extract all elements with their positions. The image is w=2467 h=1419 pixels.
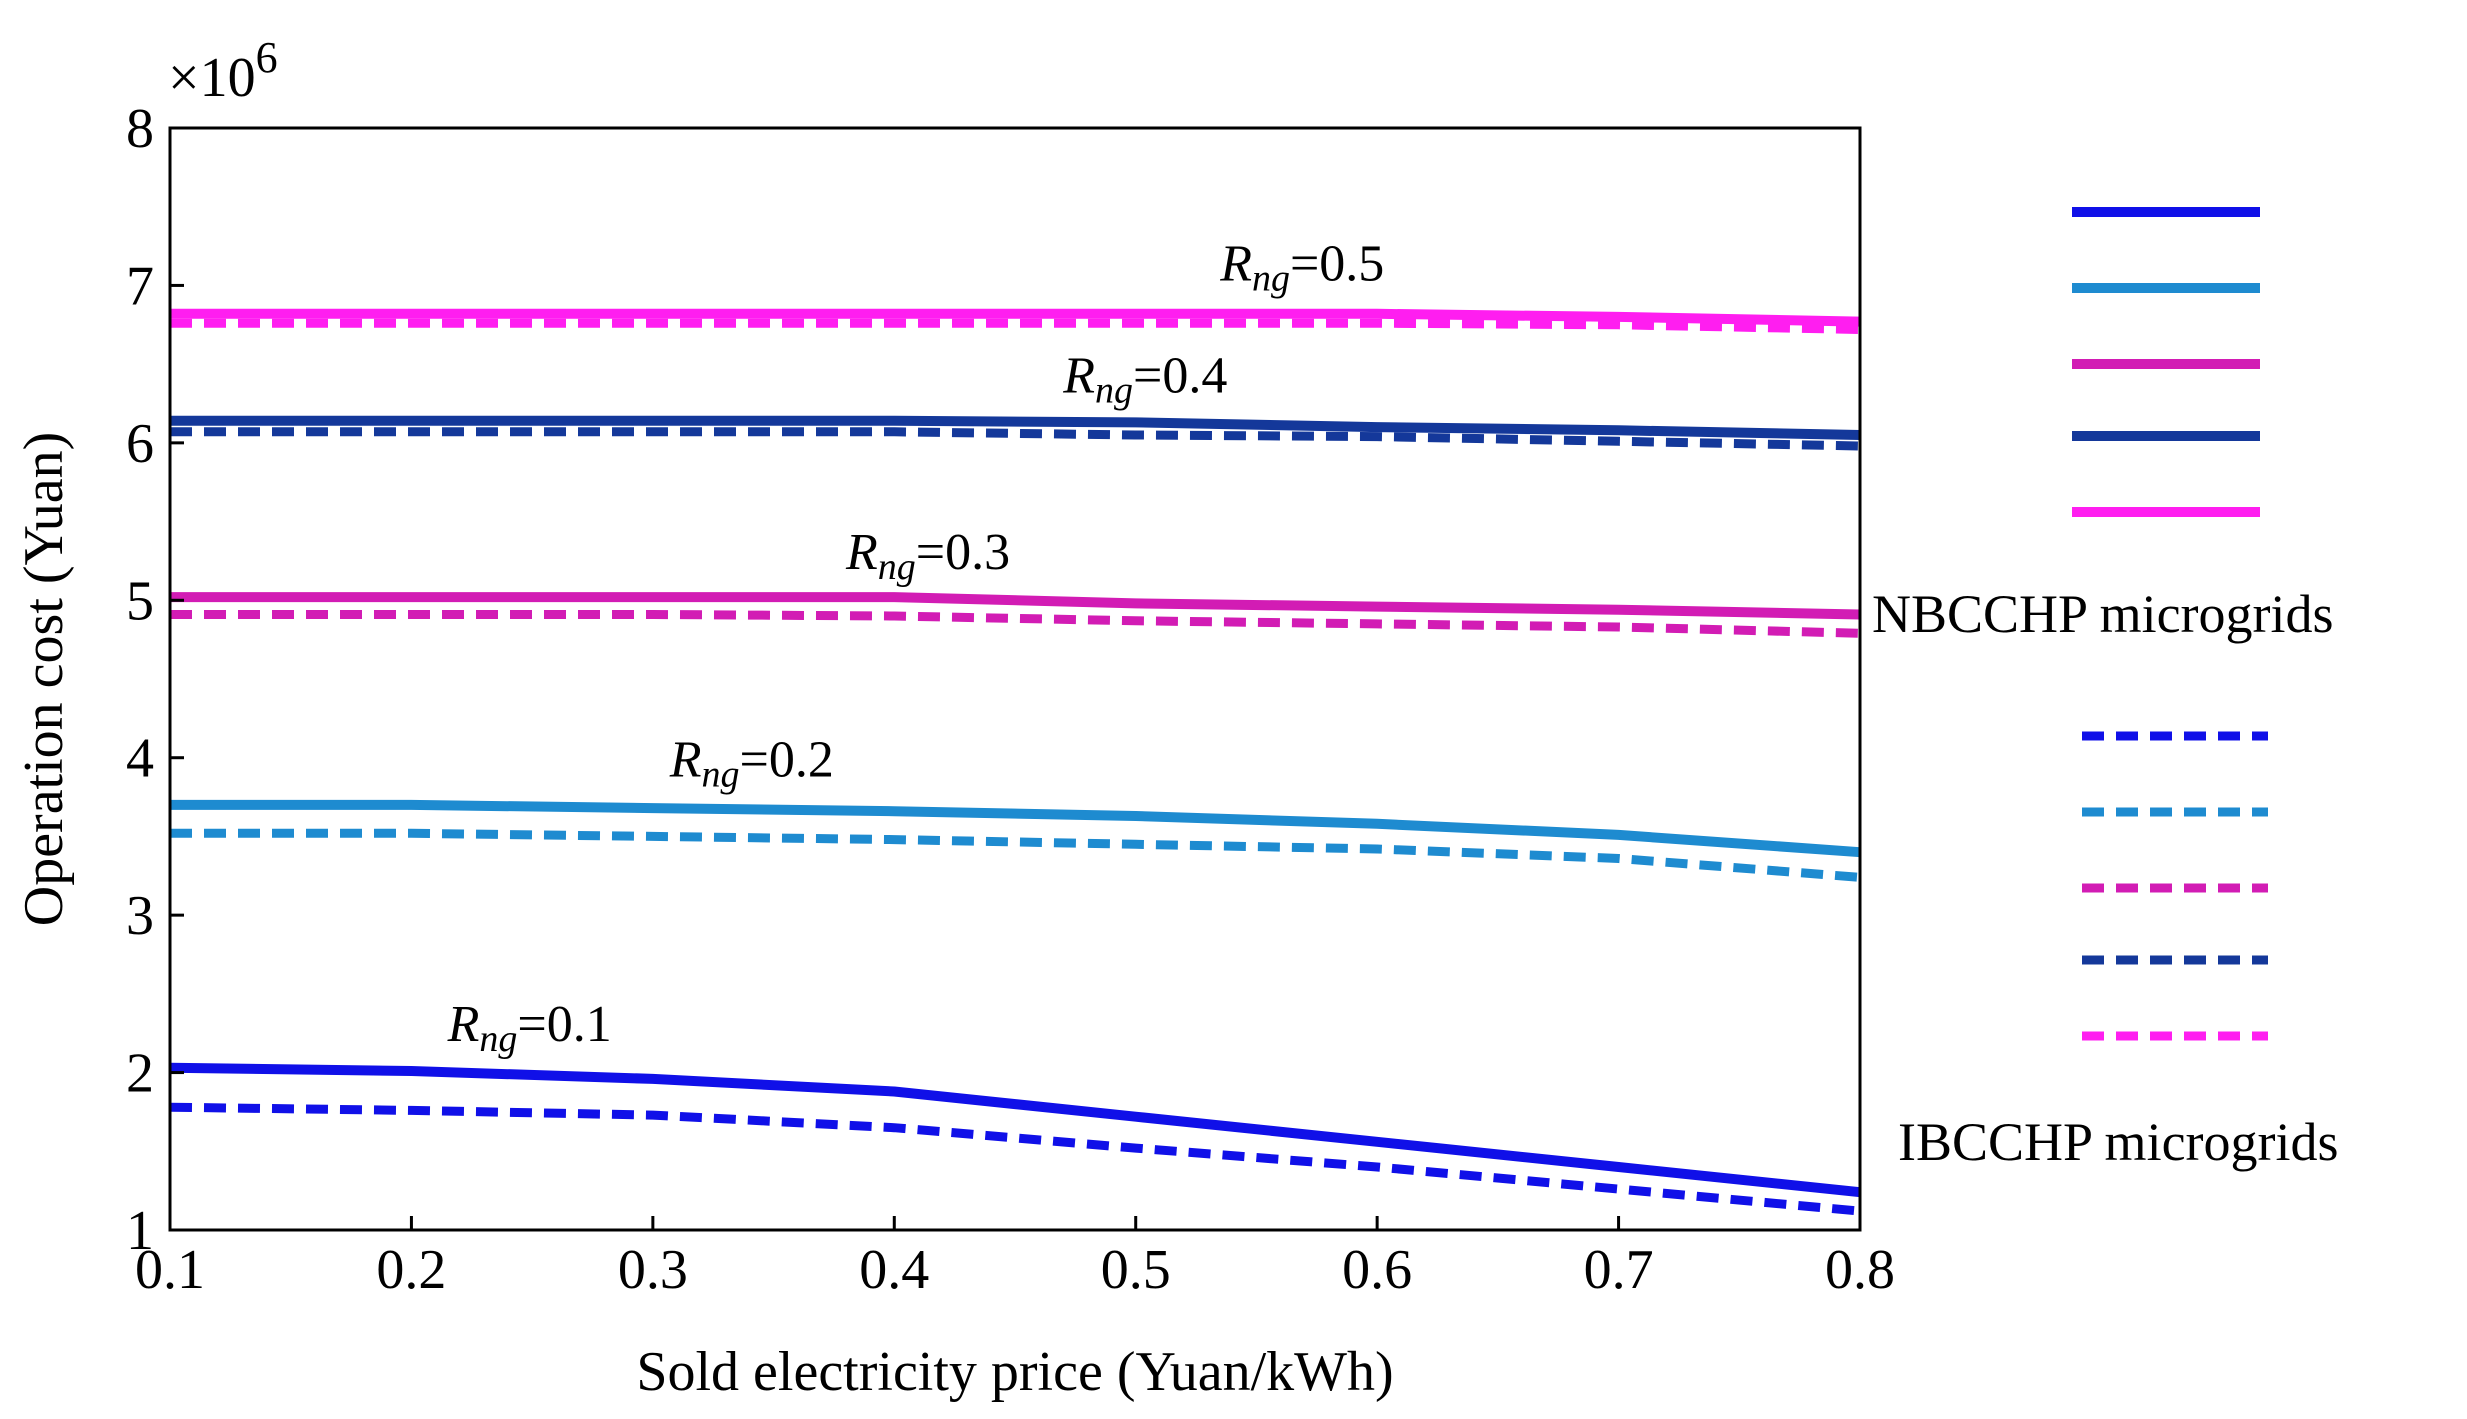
y-tick-label: 6 bbox=[126, 413, 154, 475]
series-line-nbcchp-rng-0-2 bbox=[170, 799, 1861, 858]
y-tick-label: 8 bbox=[126, 98, 154, 160]
series-line-nbcchp-rng-0-5 bbox=[170, 308, 1861, 327]
legend bbox=[2072, 207, 2268, 1041]
series-line-ibcchp-rng-0-4 bbox=[170, 427, 1861, 451]
annotation-subscript: ng bbox=[1095, 369, 1133, 411]
y-tick-label: 7 bbox=[126, 255, 154, 317]
plot-lines bbox=[169, 308, 1861, 1216]
y-multiplier-exponent: 6 bbox=[256, 33, 278, 82]
y-multiplier: ×106 bbox=[168, 33, 278, 109]
annotation-symbol: R bbox=[447, 996, 480, 1053]
plot-frame bbox=[168, 126, 1862, 1232]
annotation-symbol: R bbox=[1062, 347, 1095, 404]
annotation-value: =0.5 bbox=[1290, 236, 1384, 293]
y-tick-label: 5 bbox=[126, 570, 154, 632]
annotation-subscript: ng bbox=[702, 754, 740, 796]
annotation-symbol: R bbox=[669, 732, 702, 789]
x-tick-label: 0.3 bbox=[618, 1239, 688, 1301]
series-line-nbcchp-rng-0-1 bbox=[169, 1062, 1861, 1198]
x-tick-label: 0.2 bbox=[376, 1239, 446, 1301]
series-line-nbcchp-rng-0-3 bbox=[170, 592, 1861, 620]
y-axis-label: Operation cost (Yuan) bbox=[13, 432, 75, 927]
annotation-value: =0.2 bbox=[740, 732, 834, 789]
annotation-value: =0.4 bbox=[1133, 347, 1227, 404]
annotation-subscript: ng bbox=[878, 546, 916, 588]
series-line-ibcchp-rng-0-2 bbox=[170, 828, 1861, 882]
series-annotation: Rng=0.4 bbox=[1062, 347, 1227, 411]
legend-group-label-nbcchp: NBCCHP microgrids bbox=[1872, 584, 2334, 644]
y-tick-label: 3 bbox=[126, 885, 154, 947]
axis-ticks: 0.1 0.2 0.3 0.4 0.5 0.6 0.7 0.8 1 2 3 4 5 6 7 8 bbox=[126, 98, 1895, 1301]
x-tick-label: 0.5 bbox=[1101, 1239, 1171, 1301]
x-tick-label: 0.4 bbox=[859, 1239, 929, 1301]
x-tick-label: 0.6 bbox=[1342, 1239, 1412, 1301]
series-line-nbcchp-rng-0-4 bbox=[170, 415, 1861, 440]
series-annotation: Rng=0.1 bbox=[447, 996, 612, 1060]
x-tick-label: 0.7 bbox=[1584, 1239, 1654, 1301]
series-annotation: Rng=0.2 bbox=[669, 732, 834, 796]
series-annotation: Rng=0.3 bbox=[845, 524, 1010, 588]
y-tick-label: 2 bbox=[126, 1043, 154, 1105]
legend-group-label-ibcchp: IBCCHP microgrids bbox=[1898, 1112, 2339, 1172]
annotation-symbol: R bbox=[845, 524, 878, 581]
annotation-subscript: ng bbox=[479, 1018, 517, 1060]
series-annotation: Rng=0.5 bbox=[1219, 236, 1384, 300]
annotation-value: =0.3 bbox=[916, 524, 1010, 581]
annotation-subscript: ng bbox=[1252, 258, 1290, 300]
x-axis-label: Sold electricity price (Yuan/kWh) bbox=[636, 1341, 1393, 1403]
y-tick-label: 1 bbox=[126, 1200, 154, 1262]
y-tick-label: 4 bbox=[126, 728, 154, 790]
annotation-value: =0.1 bbox=[517, 996, 611, 1053]
series-line-ibcchp-rng-0-1 bbox=[169, 1102, 1861, 1216]
x-tick-label: 0.8 bbox=[1825, 1239, 1895, 1301]
x-tick-label: 0.1 bbox=[135, 1239, 205, 1301]
series-line-ibcchp-rng-0-5 bbox=[170, 318, 1861, 334]
series-line-ibcchp-rng-0-3 bbox=[170, 610, 1861, 638]
annotation-symbol: R bbox=[1219, 236, 1252, 293]
